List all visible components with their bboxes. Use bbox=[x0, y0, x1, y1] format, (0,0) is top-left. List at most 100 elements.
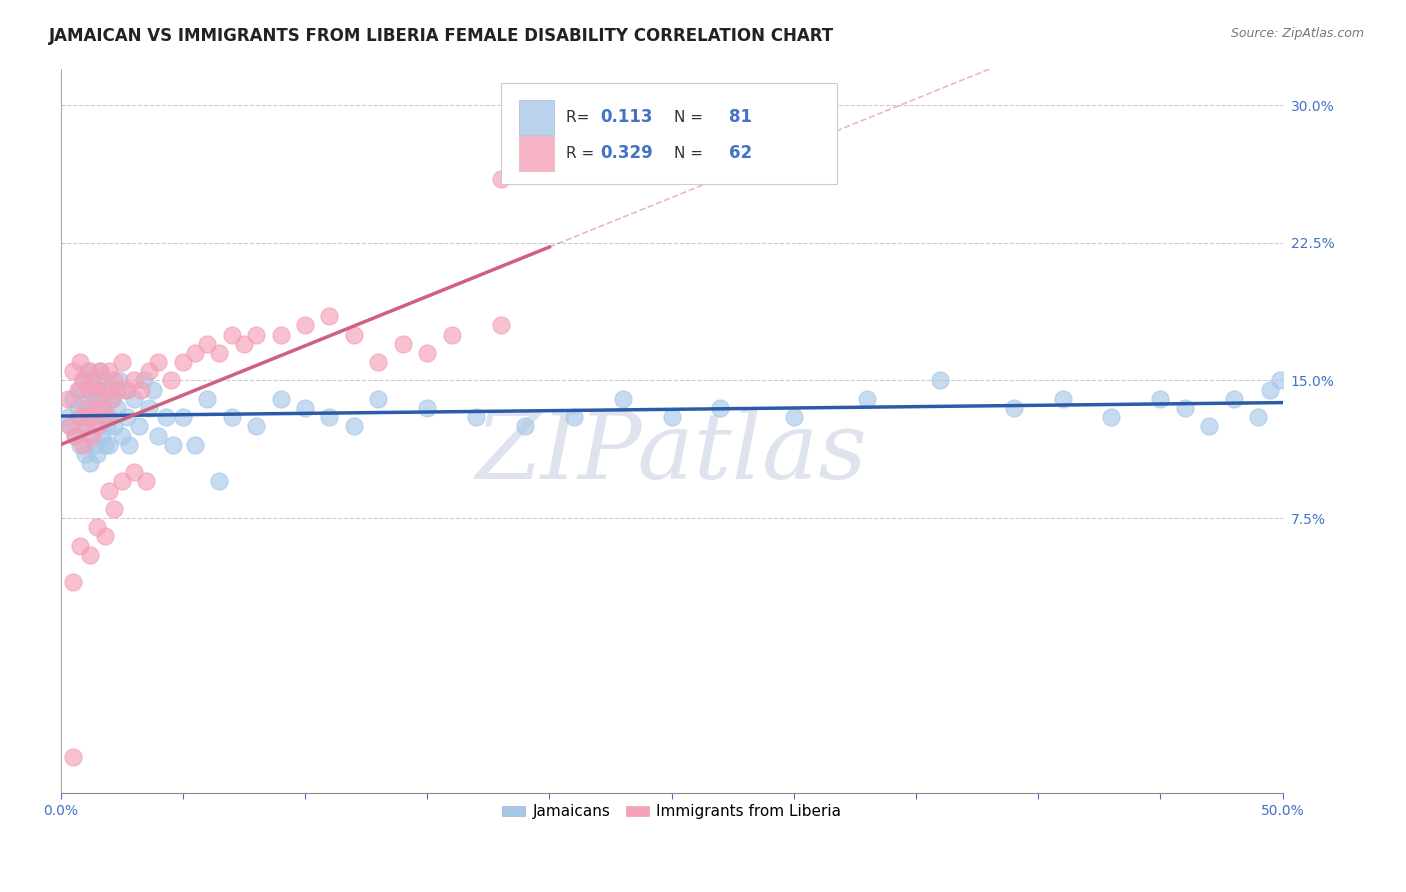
Point bbox=[82, 410, 104, 425]
Point bbox=[79, 456, 101, 470]
Point bbox=[155, 410, 177, 425]
Point bbox=[148, 428, 170, 442]
Point bbox=[783, 410, 806, 425]
Point bbox=[465, 410, 488, 425]
Point bbox=[62, 749, 84, 764]
Point bbox=[122, 392, 145, 406]
Point bbox=[101, 392, 124, 406]
Point bbox=[562, 410, 585, 425]
Point bbox=[91, 392, 114, 406]
Point bbox=[115, 383, 138, 397]
Point bbox=[294, 401, 316, 415]
Point bbox=[367, 392, 389, 406]
Point bbox=[111, 475, 134, 489]
Point bbox=[69, 383, 91, 397]
Point bbox=[59, 419, 82, 434]
Point bbox=[132, 374, 155, 388]
Point bbox=[72, 374, 94, 388]
Point bbox=[416, 401, 439, 415]
Point bbox=[103, 419, 125, 434]
Point bbox=[96, 410, 118, 425]
Point bbox=[208, 475, 231, 489]
Point bbox=[184, 346, 207, 360]
FancyBboxPatch shape bbox=[519, 100, 554, 136]
Point bbox=[440, 327, 463, 342]
Point bbox=[135, 475, 157, 489]
Point bbox=[65, 428, 87, 442]
Point bbox=[1222, 392, 1244, 406]
Point bbox=[72, 374, 94, 388]
Point bbox=[93, 438, 115, 452]
Point bbox=[105, 383, 128, 397]
Point bbox=[79, 548, 101, 562]
Point bbox=[318, 410, 340, 425]
Point bbox=[69, 539, 91, 553]
Point bbox=[86, 419, 108, 434]
Point bbox=[69, 438, 91, 452]
Point bbox=[72, 438, 94, 452]
Point bbox=[103, 374, 125, 388]
Point bbox=[89, 364, 111, 378]
Point bbox=[270, 392, 292, 406]
Point bbox=[93, 383, 115, 397]
Point bbox=[82, 374, 104, 388]
Point bbox=[489, 318, 512, 333]
Point bbox=[115, 410, 138, 425]
Point bbox=[1002, 401, 1025, 415]
Point bbox=[122, 465, 145, 479]
Point bbox=[318, 310, 340, 324]
Point bbox=[172, 355, 194, 369]
Point bbox=[66, 383, 89, 397]
Point bbox=[343, 327, 366, 342]
Point bbox=[221, 410, 243, 425]
Text: ZIPatlas: ZIPatlas bbox=[475, 408, 868, 498]
Text: N =: N = bbox=[673, 145, 703, 161]
Point bbox=[96, 383, 118, 397]
Point bbox=[929, 374, 952, 388]
Point bbox=[367, 355, 389, 369]
Point bbox=[128, 419, 150, 434]
Point bbox=[661, 410, 683, 425]
Point bbox=[98, 483, 121, 498]
Point bbox=[108, 374, 131, 388]
Point bbox=[111, 428, 134, 442]
Point bbox=[56, 410, 79, 425]
Text: 62: 62 bbox=[730, 145, 752, 162]
Point bbox=[83, 401, 105, 415]
Text: JAMAICAN VS IMMIGRANTS FROM LIBERIA FEMALE DISABILITY CORRELATION CHART: JAMAICAN VS IMMIGRANTS FROM LIBERIA FEMA… bbox=[49, 27, 834, 45]
Point bbox=[1268, 374, 1291, 388]
Point bbox=[856, 392, 879, 406]
Point bbox=[73, 419, 96, 434]
Text: N =: N = bbox=[673, 110, 703, 125]
Text: 0.113: 0.113 bbox=[600, 108, 654, 126]
Text: Source: ZipAtlas.com: Source: ZipAtlas.com bbox=[1230, 27, 1364, 40]
Point bbox=[72, 410, 94, 425]
Point bbox=[105, 401, 128, 415]
Point bbox=[232, 336, 254, 351]
Point bbox=[76, 364, 98, 378]
Point bbox=[86, 383, 108, 397]
Point bbox=[93, 374, 115, 388]
Text: R=: R= bbox=[567, 110, 599, 125]
Point bbox=[62, 392, 84, 406]
Point bbox=[195, 336, 218, 351]
Point bbox=[142, 383, 165, 397]
Point bbox=[69, 355, 91, 369]
Point bbox=[1101, 410, 1123, 425]
Point bbox=[82, 374, 104, 388]
Point bbox=[96, 419, 118, 434]
Point bbox=[93, 529, 115, 543]
Point bbox=[138, 401, 160, 415]
Point bbox=[1247, 410, 1270, 425]
Point bbox=[79, 364, 101, 378]
Point bbox=[245, 327, 267, 342]
Point bbox=[91, 428, 114, 442]
Point bbox=[111, 355, 134, 369]
Text: 0.329: 0.329 bbox=[600, 145, 654, 162]
Point bbox=[83, 438, 105, 452]
Point bbox=[294, 318, 316, 333]
Point bbox=[103, 502, 125, 516]
Point bbox=[59, 419, 82, 434]
Point bbox=[73, 447, 96, 461]
Point bbox=[138, 364, 160, 378]
